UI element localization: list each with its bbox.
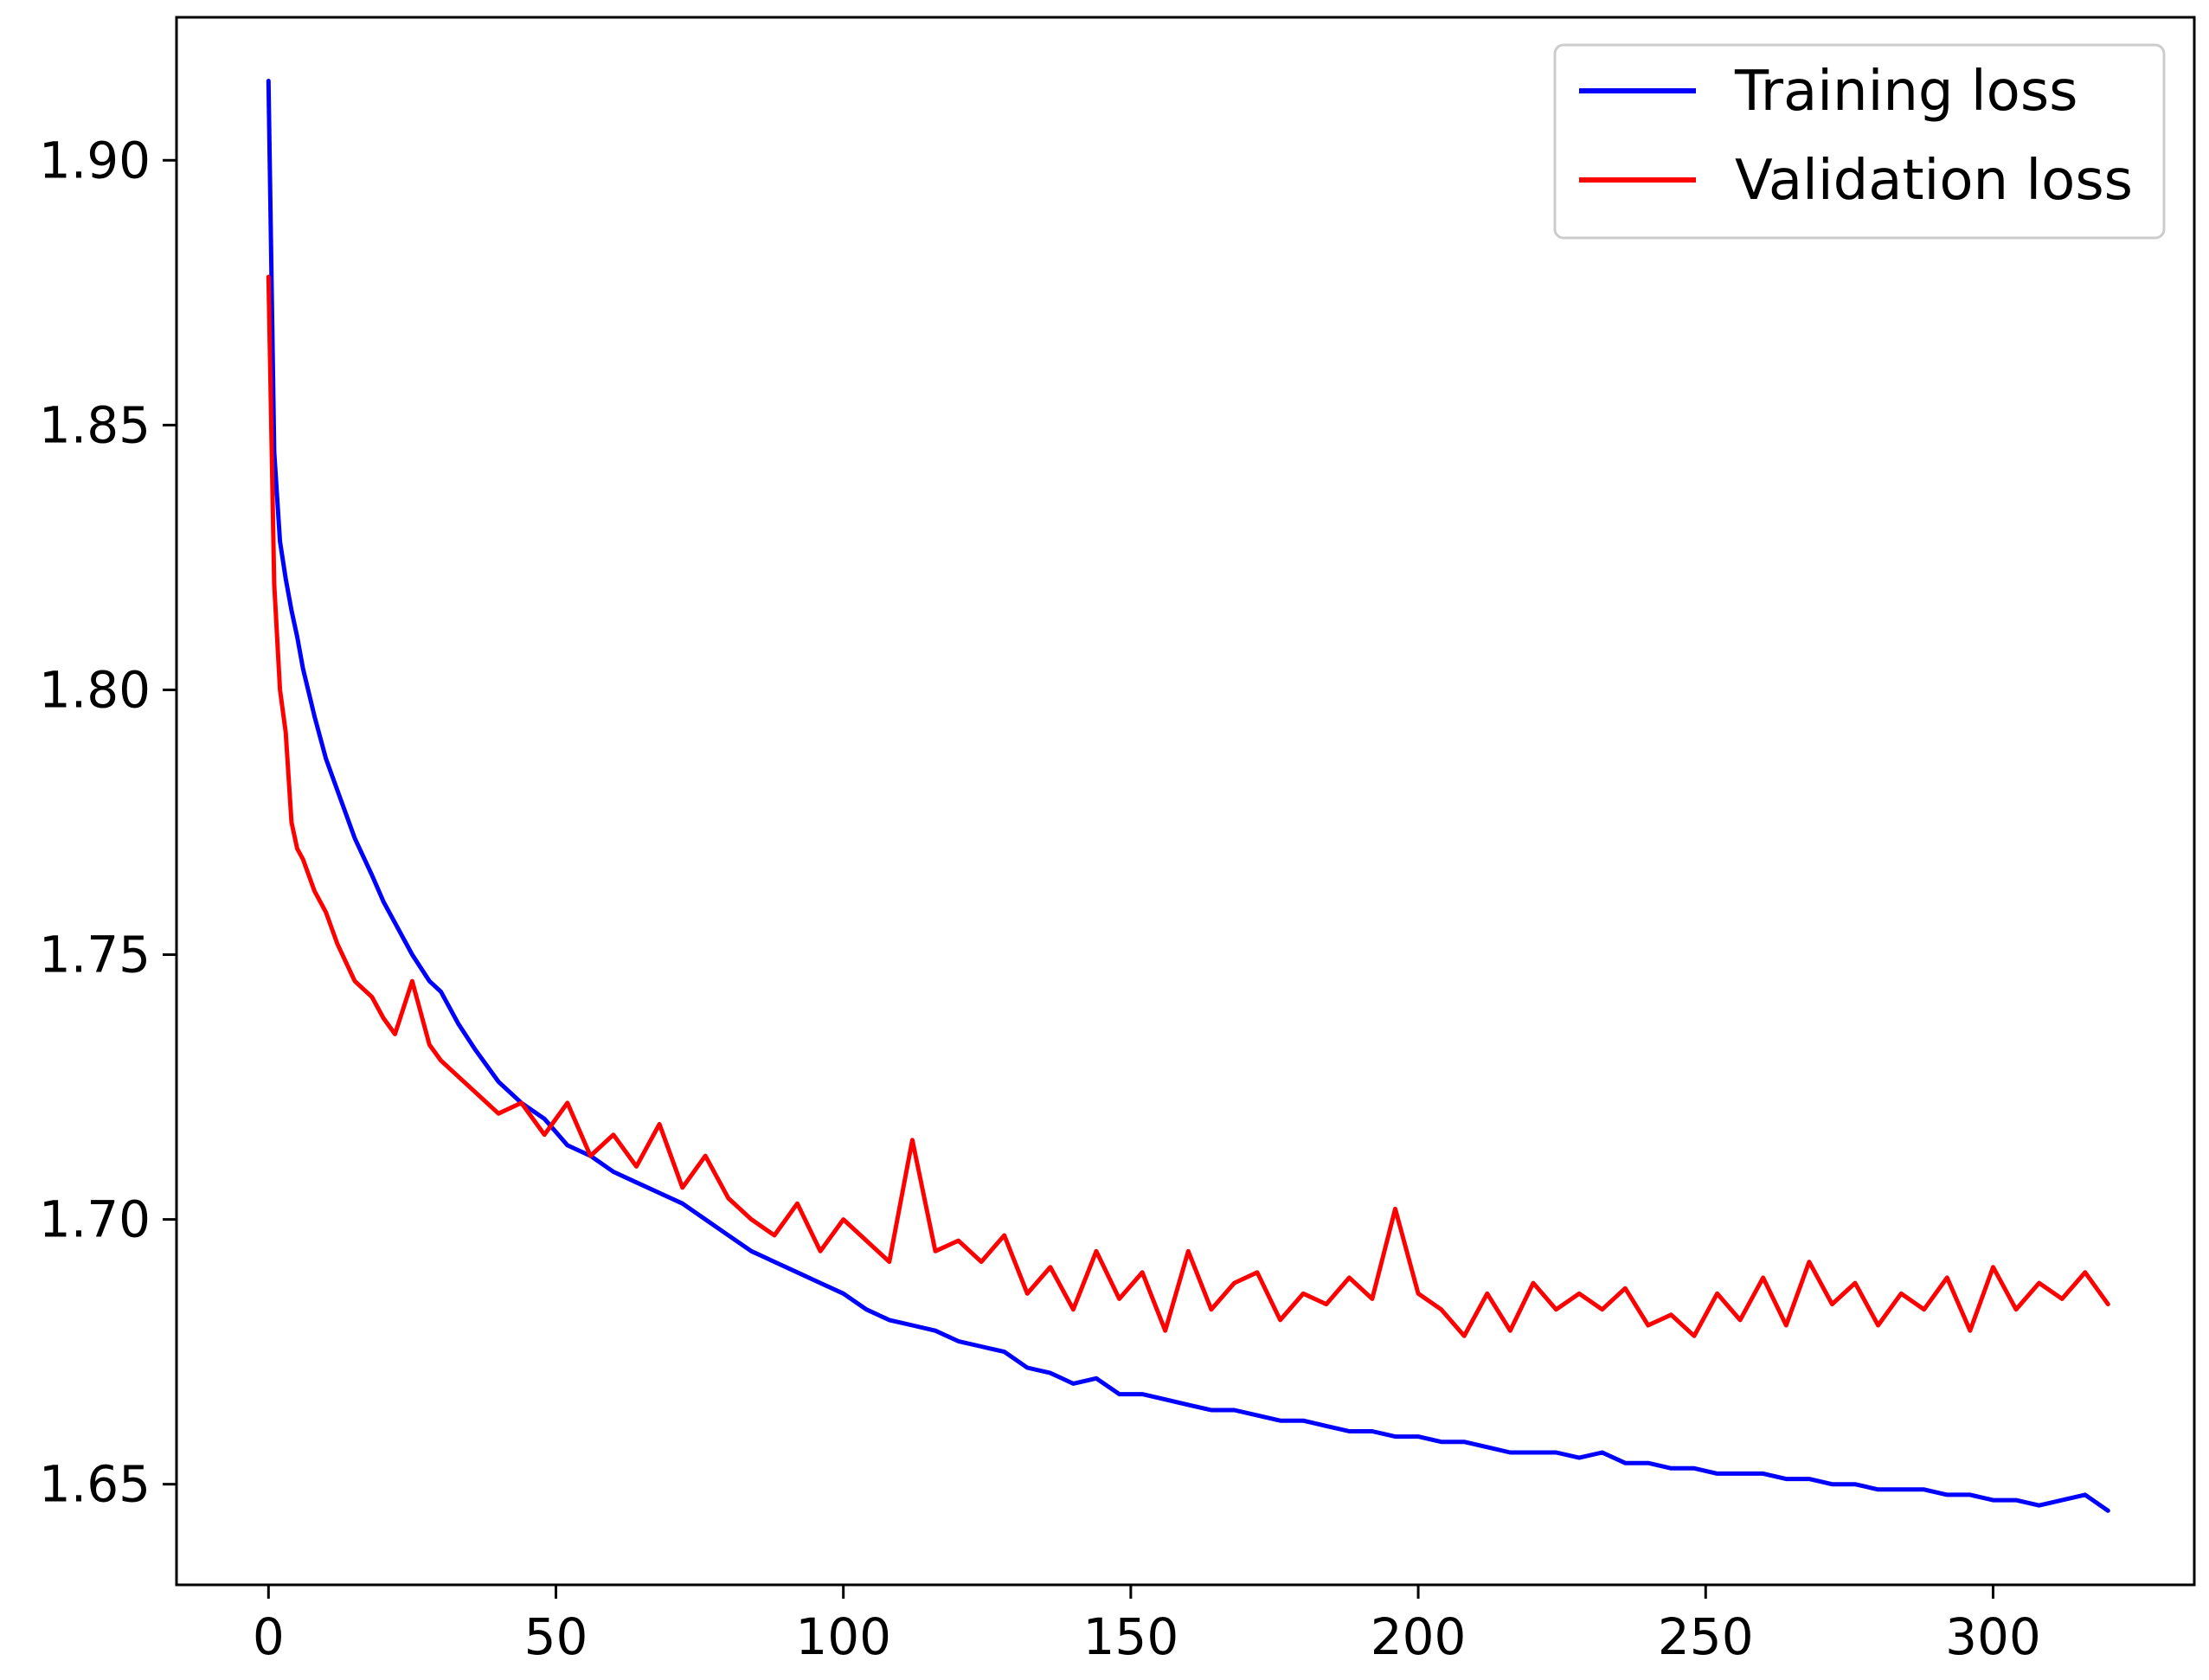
series-line-validation-loss bbox=[266, 274, 2110, 1338]
x-tick-label: 150 bbox=[1083, 1607, 1179, 1666]
y-tick-label: 1.65 bbox=[39, 1455, 151, 1514]
x-tick-label: 250 bbox=[1658, 1607, 1754, 1666]
plot-frame bbox=[175, 16, 2196, 1587]
y-tick-label: 1.90 bbox=[39, 131, 151, 189]
x-axis: 0 50 100 150 200 250 300 bbox=[253, 1585, 2041, 1666]
x-tick-label: 0 bbox=[253, 1607, 285, 1666]
x-tick-label: 200 bbox=[1371, 1607, 1467, 1666]
series-line-training-loss bbox=[266, 79, 2110, 1513]
y-tick-label: 1.75 bbox=[39, 926, 151, 984]
legend-label-training-loss: Training loss bbox=[1734, 60, 2078, 124]
legend-box bbox=[1553, 43, 2166, 240]
x-tick-label: 300 bbox=[1945, 1607, 2041, 1666]
y-axis: 1.65 1.70 1.75 1.80 1.85 1.90 bbox=[39, 131, 177, 1514]
series-lines bbox=[266, 79, 2110, 1513]
legend: Training loss Validation loss bbox=[1553, 43, 2166, 240]
x-tick-label: 100 bbox=[795, 1607, 891, 1666]
y-tick-label: 1.85 bbox=[39, 395, 151, 454]
legend-label-validation-loss: Validation loss bbox=[1735, 149, 2133, 213]
x-tick-label: 50 bbox=[524, 1607, 588, 1666]
y-tick-label: 1.80 bbox=[39, 660, 151, 719]
y-tick-label: 1.70 bbox=[39, 1190, 151, 1249]
